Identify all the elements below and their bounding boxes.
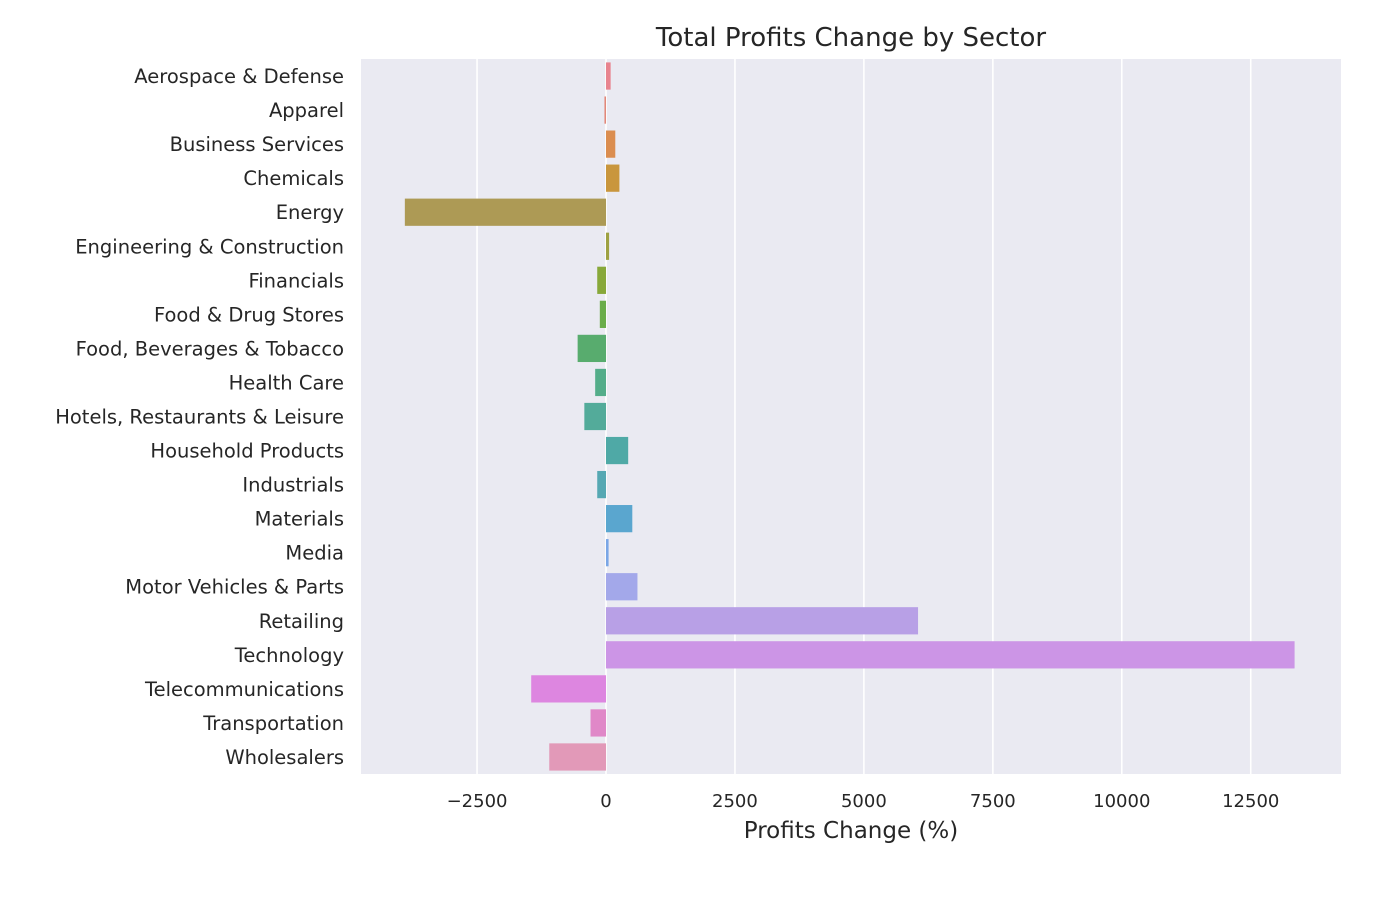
bar [595,368,606,397]
bar [549,743,606,771]
bar [606,436,629,465]
x-tick-label: 7500 [970,791,1016,812]
category-label: Motor Vehicles & Parts [125,576,344,599]
bar [606,232,610,260]
category-label: Financials [248,269,344,292]
category-label: Technology [234,644,344,667]
x-tick-label: 12500 [1222,791,1279,812]
bar [577,334,606,363]
category-labels: Aerospace & Defense Apparel Business Servi… [55,65,344,769]
category-label: Materials [255,508,344,531]
category-label: Media [285,542,344,565]
category-label: Food, Beverages & Tobacco [76,337,344,360]
category-label: Apparel [269,99,344,122]
x-tick-label: 0 [600,791,611,812]
bar [606,164,620,192]
bar [606,62,611,90]
bar [404,198,606,226]
x-tick-label: 5000 [841,791,887,812]
category-label: Industrials [242,474,344,497]
bar [531,675,606,703]
bars [404,62,1295,771]
bar [590,709,606,737]
category-label: Telecommunications [144,678,344,701]
x-tick-label: 2500 [712,791,758,812]
bar [604,96,606,124]
category-label: Business Services [170,133,344,156]
category-label: Household Products [150,440,344,463]
bar [606,641,1295,669]
category-label: Chemicals [243,167,344,190]
category-label: Retailing [259,610,344,633]
bar [597,266,606,294]
bar [584,402,606,431]
category-label: Wholesalers [225,746,344,769]
category-label: Food & Drug Stores [154,303,344,326]
bar [606,607,919,635]
bar [606,539,609,567]
category-label: Energy [276,201,344,224]
category-label: Transportation [202,712,344,735]
category-label: Engineering & Construction [75,235,344,258]
category-label: Health Care [229,371,344,394]
bar [597,470,606,499]
x-axis-label: Profits Change (%) [744,818,958,844]
bar [606,130,616,158]
category-label: Aerospace & Defense [134,65,344,88]
bar [606,505,633,533]
x-tick-labels: −2500 0 2500 5000 7500 10000 12500 [447,791,1280,812]
category-label: Hotels, Restaurants & Leisure [55,406,344,429]
x-tick-label: −2500 [447,791,508,812]
bar [599,300,606,328]
bar [606,573,638,601]
x-tick-label: 10000 [1093,791,1150,812]
chart-title: Total Profits Change by Sector [655,23,1046,53]
